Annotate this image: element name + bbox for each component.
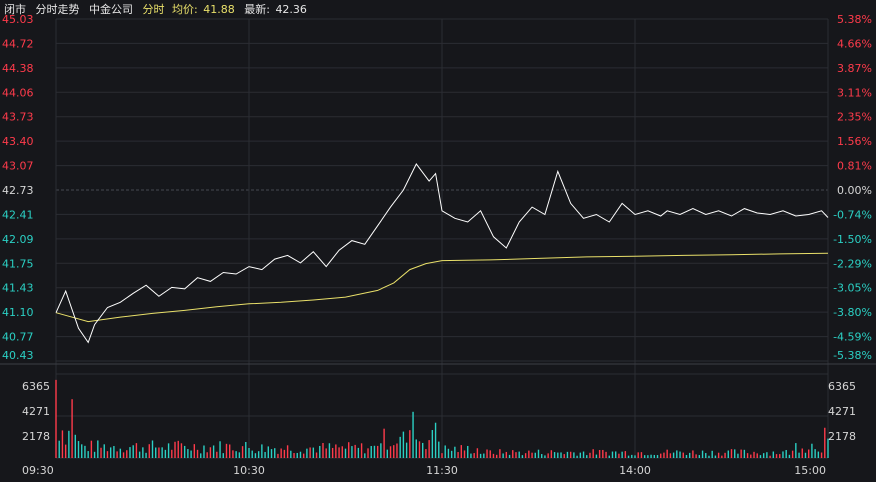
price-tick-label: 41.10 bbox=[2, 306, 34, 319]
last-price-value: 42.36 bbox=[275, 3, 307, 16]
price-tick-label: 41.43 bbox=[2, 282, 34, 295]
price-tick-label: 41.75 bbox=[2, 257, 34, 270]
volume-tick-label: 6365 bbox=[828, 380, 856, 393]
price-tick-label: 40.43 bbox=[2, 349, 34, 362]
price-tick-label: 43.73 bbox=[2, 111, 34, 124]
volume-bars bbox=[55, 379, 829, 458]
chart-grid bbox=[0, 18, 876, 459]
percent-tick-label: 2.35% bbox=[837, 111, 872, 124]
volume-tick-label: 6365 bbox=[22, 380, 50, 393]
percent-tick-label: -1.50% bbox=[833, 233, 872, 246]
price-tick-label: 44.06 bbox=[2, 86, 34, 99]
chart-header: 闭市 分时走势 中金公司 分时 均价: 41.88 最新: 42.36 bbox=[4, 2, 313, 18]
volume-tick-label: 2178 bbox=[828, 430, 856, 443]
stock-name: 中金公司 bbox=[89, 3, 133, 16]
percent-tick-label: 4.66% bbox=[837, 37, 872, 50]
percent-tick-label: -2.29% bbox=[833, 257, 872, 270]
price-tick-label: 45.03 bbox=[2, 13, 34, 26]
avg-price-label: 均价: bbox=[172, 3, 198, 16]
price-tick-label: 42.09 bbox=[2, 233, 34, 246]
avg-price-value: 41.88 bbox=[203, 3, 235, 16]
price-tick-label: 40.77 bbox=[2, 331, 34, 344]
time-axis-labels: 09:30 10:30 11:30 14:00 15:00 bbox=[22, 464, 826, 477]
percent-tick-label: 5.38% bbox=[837, 13, 872, 26]
percent-tick-label: -3.05% bbox=[833, 282, 872, 295]
average-price-line bbox=[55, 252, 829, 323]
price-tick-label: 44.38 bbox=[2, 62, 34, 75]
percent-tick-label: -0.74% bbox=[833, 208, 872, 221]
market-status: 闭市 bbox=[4, 3, 26, 16]
time-tick-label: 09:30 bbox=[22, 464, 54, 477]
price-axis-labels: 45.03 5.38% 44.72 4.66% 44.38 3.87% 44.06 3.11%… bbox=[2, 13, 872, 362]
percent-tick-label: -4.59% bbox=[833, 331, 872, 344]
time-tick-label: 15:00 bbox=[794, 464, 826, 477]
percent-tick-label: 0.81% bbox=[837, 160, 872, 173]
percent-tick-label: 1.56% bbox=[837, 135, 872, 148]
percent-tick-label: 3.11% bbox=[837, 86, 872, 99]
price-tick-label: 42.41 bbox=[2, 208, 34, 221]
percent-tick-label: -5.38% bbox=[833, 349, 872, 362]
price-line bbox=[55, 163, 829, 344]
chart-title: 分时走势 bbox=[35, 3, 80, 16]
time-tick-label: 11:30 bbox=[426, 464, 458, 477]
volume-axis-labels: 6365 6365 4271 4271 2178 2178 bbox=[22, 380, 856, 443]
percent-tick-label: -3.80% bbox=[833, 306, 872, 319]
volume-tick-label: 4271 bbox=[828, 405, 856, 418]
price-tick-label: 44.72 bbox=[2, 37, 34, 50]
percent-tick-label: 3.87% bbox=[837, 62, 872, 75]
volume-tick-label: 4271 bbox=[22, 405, 50, 418]
price-tick-label: 42.73 bbox=[2, 184, 34, 197]
price-tick-label: 43.40 bbox=[2, 135, 34, 148]
volume-tick-label: 2178 bbox=[22, 430, 50, 443]
mode-label: 分时 bbox=[142, 3, 165, 16]
time-tick-label: 14:00 bbox=[619, 464, 651, 477]
percent-tick-label: 0.00% bbox=[837, 184, 872, 197]
price-tick-label: 43.07 bbox=[2, 160, 34, 173]
last-price-label: 最新: bbox=[244, 3, 270, 16]
time-tick-label: 10:30 bbox=[233, 464, 265, 477]
